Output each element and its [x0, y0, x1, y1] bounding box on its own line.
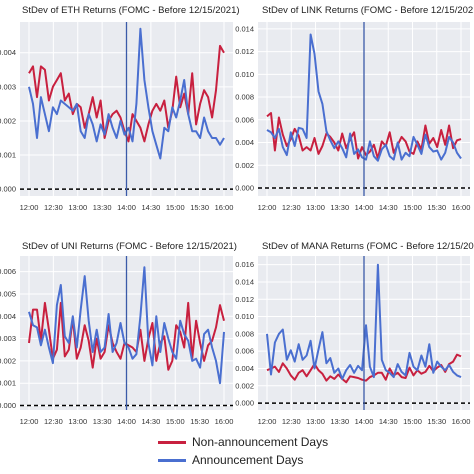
x-tick-label: 13:30 — [93, 417, 112, 426]
x-tick-label: 13:30 — [93, 203, 112, 212]
legend-swatch-ann — [158, 458, 186, 462]
chart-panel-2: StDev of LINK Returns (FOMC - Before 12/… — [235, 5, 474, 212]
x-tick-label: 13:30 — [330, 417, 349, 426]
x-tick-label: 15:00 — [403, 417, 422, 426]
y-tick-label: 0.003 — [0, 334, 16, 343]
x-tick-label: 16:00 — [215, 417, 234, 426]
y-tick-label: 0.002 — [235, 381, 254, 390]
y-tick-label: 0.016 — [235, 260, 254, 269]
x-tick-label: 13:00 — [68, 417, 87, 426]
x-tick-label: 15:30 — [190, 417, 209, 426]
x-tick-label: 16:00 — [452, 417, 471, 426]
y-tick-label: 0.004 — [235, 138, 254, 147]
legend-swatch-non — [158, 440, 186, 444]
chart-panel-1: StDev of ETH Returns (FOMC - Before 12/1… — [0, 5, 240, 212]
x-tick-label: 14:00 — [117, 417, 136, 426]
chart-title: StDev of LINK Returns (FOMC - Before 12/… — [262, 5, 474, 16]
x-tick-label: 15:00 — [166, 203, 185, 212]
x-tick-label: 13:00 — [306, 203, 325, 212]
y-tick-label: 0.006 — [235, 115, 254, 124]
x-tick-label: 15:30 — [427, 417, 446, 426]
x-tick-label: 12:30 — [282, 203, 301, 212]
y-tick-label: 0.014 — [235, 24, 254, 33]
y-tick-label: 0.000 — [0, 185, 16, 194]
y-tick-label: 0.000 — [235, 184, 254, 193]
x-tick-label: 14:00 — [355, 203, 374, 212]
x-tick-label: 12:30 — [44, 203, 63, 212]
chart-panel-3: StDev of UNI Returns (FOMC - Before 12/1… — [0, 241, 237, 426]
x-tick-label: 13:00 — [306, 417, 325, 426]
x-tick-label: 14:30 — [379, 203, 398, 212]
y-tick-label: 0.012 — [235, 47, 254, 56]
chart-title: StDev of MANA Returns (FOMC - Before 12/… — [262, 241, 474, 252]
y-tick-label: 0.002 — [235, 161, 254, 170]
x-tick-label: 14:30 — [379, 417, 398, 426]
x-tick-label: 15:00 — [166, 417, 185, 426]
y-tick-label: 0.010 — [235, 312, 254, 321]
x-tick-label: 15:30 — [427, 203, 446, 212]
y-tick-label: 0.003 — [0, 82, 16, 91]
legend-row-non: Non-announcement Days — [158, 433, 358, 451]
chart-panel-4: StDev of MANA Returns (FOMC - Before 12/… — [235, 241, 474, 426]
x-tick-label: 14:30 — [141, 417, 160, 426]
x-tick-label: 15:00 — [403, 203, 422, 212]
x-tick-label: 12:00 — [258, 417, 277, 426]
y-tick-label: 0.008 — [235, 329, 254, 338]
y-tick-label: 0.001 — [0, 379, 16, 388]
y-tick-label: 0.006 — [0, 267, 16, 276]
legend: Non-announcement Days Announcement Days — [158, 433, 358, 469]
y-tick-label: 0.004 — [0, 312, 16, 321]
legend-label-ann: Announcement Days — [192, 453, 304, 467]
x-tick-label: 14:00 — [355, 417, 374, 426]
x-tick-label: 16:00 — [215, 203, 234, 212]
x-tick-label: 15:30 — [190, 203, 209, 212]
y-tick-label: 0.008 — [235, 93, 254, 102]
x-tick-label: 13:00 — [68, 203, 87, 212]
chart-title: StDev of ETH Returns (FOMC - Before 12/1… — [22, 5, 240, 16]
y-tick-label: 0.004 — [235, 364, 254, 373]
x-tick-label: 13:30 — [330, 203, 349, 212]
x-tick-label: 14:30 — [141, 203, 160, 212]
x-tick-label: 16:00 — [452, 203, 471, 212]
chart-title: StDev of UNI Returns (FOMC - Before 12/1… — [22, 241, 237, 252]
x-tick-label: 12:00 — [258, 203, 277, 212]
y-tick-label: 0.012 — [235, 295, 254, 304]
y-tick-label: 0.006 — [235, 347, 254, 356]
x-tick-label: 12:30 — [44, 417, 63, 426]
y-tick-label: 0.002 — [0, 356, 16, 365]
legend-row-ann: Announcement Days — [158, 451, 358, 469]
x-tick-label: 12:00 — [20, 417, 39, 426]
y-tick-label: 0.010 — [235, 70, 254, 79]
x-tick-label: 14:00 — [117, 203, 136, 212]
x-tick-label: 12:30 — [282, 417, 301, 426]
y-tick-label: 0.000 — [235, 399, 254, 408]
y-tick-label: 0.005 — [0, 289, 16, 298]
y-tick-label: 0.002 — [0, 116, 16, 125]
legend-label-non: Non-announcement Days — [192, 435, 329, 449]
x-tick-label: 12:00 — [20, 203, 39, 212]
y-tick-label: 0.000 — [0, 401, 16, 410]
y-tick-label: 0.014 — [235, 277, 254, 286]
y-tick-label: 0.004 — [0, 48, 16, 57]
y-tick-label: 0.001 — [0, 151, 16, 160]
